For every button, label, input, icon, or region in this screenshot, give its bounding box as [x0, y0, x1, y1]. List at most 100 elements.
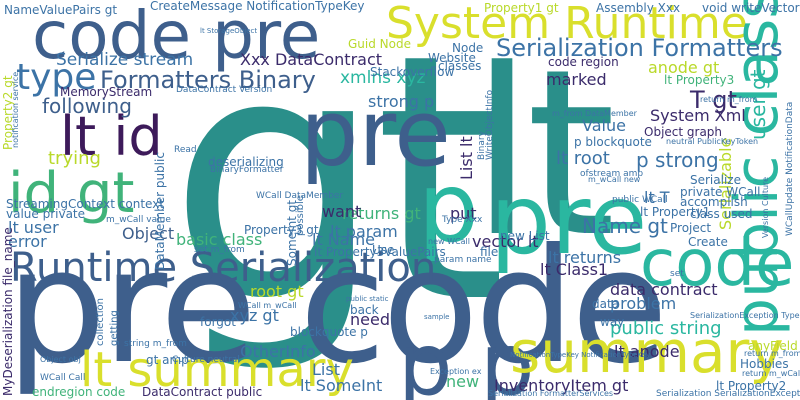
word-data: data [592, 297, 620, 311]
word-read: Read [174, 145, 197, 155]
word-lt-name: lt Name [312, 230, 376, 249]
word-guid-node: Guid Node [348, 37, 411, 51]
word-type-xxx: Type Xxx [442, 215, 483, 225]
word-lt-summary: lt summary [80, 342, 354, 398]
word-stackoverflow: Stackoverflow [370, 65, 455, 79]
word-neutral-publickeytoken: neutral PublicKeyToken [666, 137, 759, 146]
word-set: set [670, 269, 684, 279]
word-lt-user: lt user [8, 218, 59, 237]
word-p: p [398, 315, 453, 400]
word-wcall-call: WCall Call [40, 373, 86, 383]
word-serialize-stream: Serialize stream [56, 50, 194, 70]
word-lt-someint: lt SomeInt [300, 376, 383, 395]
word-file: file [480, 245, 499, 259]
word-p-2: p p [398, 322, 535, 400]
word-t-gt: T gt [690, 86, 737, 114]
word-ofstream-amp: ofstream amp [580, 169, 644, 179]
word-inventoryitem-gt: InventoryItem gt [494, 376, 629, 395]
word-createmessage: CreateMessage NotificationTypeKey [150, 0, 365, 13]
word-memorystream: MemoryStream [60, 85, 153, 99]
word-type: type [16, 57, 97, 98]
word-endregion-code: endregion code [32, 385, 126, 399]
word-summary-gt: summary gt [510, 318, 800, 386]
word-notificationtypekey: NotificationTypeKey NotificationTypeKey [510, 351, 651, 359]
word-new-wcall: new WCall [428, 237, 470, 246]
word-problem: problem [610, 294, 677, 313]
word-hobbies: Hobbies [740, 357, 789, 371]
word-lt-storageobject: lt StorageObject [200, 27, 258, 35]
word-property1-gt: Property1 gt [484, 1, 559, 15]
word-basic-class: basic class [176, 230, 263, 249]
word-system-xml: System Xml [650, 106, 746, 125]
word-mydeserialization: MyDeserialization file_name [1, 227, 15, 396]
word-pre-3: pre [490, 164, 648, 276]
word-way: way [600, 315, 625, 329]
word-public-wcall: public WCall [612, 195, 668, 205]
word-wcallupdate: WCallUpdate NotificationData [785, 101, 795, 236]
word-binary: Binary [477, 131, 487, 160]
word-lt-property2: lt Property2 [716, 379, 787, 393]
word-vector-lt: vector lt [472, 232, 539, 251]
word-binaryformatter: BinaryFormatter [210, 165, 284, 175]
word-exception-ex: Exception ex [430, 367, 482, 376]
word-string-m-from: string m_from [124, 339, 187, 349]
word-lt-property1: lt Property1 [640, 205, 711, 219]
word-user-gt: user gt [746, 69, 770, 140]
word-node: Node [452, 41, 484, 55]
word-pre-code: pre code [6, 228, 668, 386]
word-name-gt: Name gt [582, 214, 668, 238]
word-param-name: param name [434, 255, 492, 265]
word-lt-class1: lt Class1 [540, 260, 609, 279]
word-lt-property3valuepairs: lt Property3ValuePairs [314, 245, 446, 259]
word-create: Create [688, 235, 728, 249]
word-formatterservices: Serialization FormatterServices [488, 389, 614, 398]
word-code-pre: code pre [32, 0, 321, 74]
word-p-b: p [479, 315, 535, 400]
word-public-static: public static [346, 295, 389, 303]
word-value-private: value private [6, 207, 86, 221]
word-wcall-datamember: WCall DataMember [256, 191, 344, 201]
word-gt-amp: gt amp [146, 353, 189, 367]
word-id-gt: id gt [8, 161, 135, 226]
word-lt-root: lt root [556, 148, 610, 169]
word-m-from-datamember: m_from DataMember [552, 109, 637, 118]
word-xxx-datacontract: Xxx DataContract [240, 50, 383, 69]
word-m-wcall-new: m_wCall new [588, 175, 641, 184]
word-streamingcontext: StreamingContext context [6, 197, 165, 211]
word-object: Object [122, 224, 175, 243]
word-data-contract: data contract [610, 280, 718, 299]
word-project: Project [670, 221, 712, 235]
word-website: Website [428, 51, 476, 65]
word-gt: gt [168, 0, 507, 378]
word-root-gt: root gt [250, 282, 304, 301]
word-lt-anode: lt anode [614, 342, 680, 361]
word-new: new [446, 372, 480, 391]
word-put: put [450, 204, 477, 223]
word-object-obj: Object obj [40, 355, 81, 364]
word-p-blockquote: p blockquote [574, 135, 652, 149]
word-returns-gt: returns gt [342, 204, 421, 223]
word-runtime-serialization: Runtime Serialization [10, 245, 437, 291]
word-p-strong: p strong [636, 148, 719, 172]
word-code: code [299, 215, 668, 399]
word-version-culture: Version Culture [761, 176, 770, 238]
word-xmlns-xyz: xmlns xyz [340, 68, 426, 88]
word-marked: marked [546, 70, 607, 89]
word-lt: lt [470, 21, 616, 288]
word-datacontract-version: DataContract Version [176, 85, 273, 95]
word-code-region: code region [548, 55, 619, 69]
word-lt-t: lt T [644, 188, 670, 207]
word-error: error [8, 232, 47, 251]
word-wcall-m-wcall: WCall m_wCall [238, 301, 297, 310]
word-notification-service: notification service [11, 71, 20, 148]
word-list: List [312, 360, 340, 379]
word-anode-gt: anode gt [648, 58, 720, 77]
word-writeobjectinfo: WriteObjectInfo [485, 89, 495, 160]
word-need: need [350, 310, 390, 329]
word-want: want [322, 202, 362, 221]
word-anyfield: anyField [748, 339, 798, 353]
word-return-m-from: return m_from [700, 95, 758, 104]
word-public-string: public string [610, 318, 722, 339]
word-code-right: code [640, 227, 795, 301]
